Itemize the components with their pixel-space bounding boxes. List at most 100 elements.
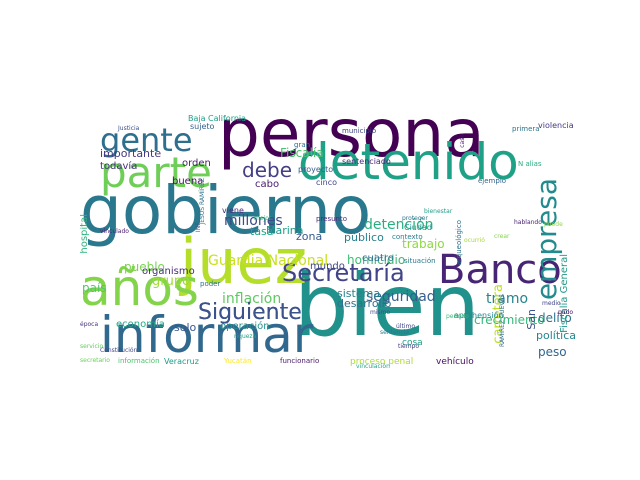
- cloud-word: San: [525, 309, 538, 330]
- cloud-word: Justicia: [118, 125, 140, 132]
- cloud-word: delito: [538, 311, 572, 325]
- cloud-word: información: [118, 357, 160, 365]
- cloud-word: Fiscalía General: [559, 254, 570, 333]
- cloud-word: violencia: [538, 121, 574, 130]
- cloud-word: seguridad: [366, 289, 436, 305]
- cloud-word: años: [80, 259, 199, 317]
- cloud-word: aprehensión: [454, 311, 504, 320]
- cloud-word: orden: [182, 158, 211, 169]
- cloud-word: caso: [459, 134, 466, 148]
- cloud-word: peso: [538, 345, 567, 359]
- cloud-word: detenido: [298, 133, 519, 191]
- cloud-word: sistema: [337, 287, 381, 300]
- cloud-word: hablando: [514, 219, 542, 226]
- cloud-word: homicidio: [347, 253, 406, 267]
- cloud-word: cinco: [316, 178, 337, 187]
- cloud-word: JESÚS RAMÍREZ: [199, 178, 206, 225]
- cloud-word: tramo: [486, 291, 529, 307]
- cloud-word: economía: [116, 319, 165, 330]
- cloud-word: ocurrió: [464, 237, 485, 244]
- cloud-word: cosa: [402, 338, 423, 348]
- cloud-word: pudo: [558, 309, 574, 316]
- cloud-word: tiempo: [398, 343, 420, 350]
- cloud-word: vinculación: [356, 363, 390, 369]
- cloud-word: inflación: [222, 291, 282, 307]
- cloud-word: Yucatán: [224, 357, 252, 365]
- cloud-word: crecimiento: [474, 313, 545, 327]
- cloud-word: época: [80, 321, 99, 328]
- cloud-word: cabo: [255, 179, 280, 190]
- cloud-word: buena: [172, 176, 204, 187]
- cloud-word: contexto: [392, 233, 423, 241]
- cloud-word: medio: [542, 300, 561, 307]
- cloud-word: proyecto: [298, 165, 334, 174]
- cloud-word: proteger: [402, 215, 428, 222]
- cloud-word: secretario: [80, 357, 110, 364]
- cloud-word: público: [344, 231, 384, 244]
- cloud-word: zona: [296, 230, 323, 243]
- cloud-word: hospital: [80, 214, 90, 254]
- cloud-word: tasa: [250, 225, 274, 238]
- cloud-word: pueblo: [124, 260, 165, 274]
- cloud-word: Siguiente: [198, 300, 302, 325]
- cloud-word: grupo: [152, 274, 191, 289]
- cloud-word: mejor: [254, 215, 272, 222]
- cloud-word: N alias: [518, 160, 542, 168]
- cloud-word: INE: [195, 222, 202, 233]
- cloud-word: Banco: [438, 247, 562, 293]
- cloud-word: primera: [512, 125, 540, 133]
- cloud-word: millones: [224, 213, 283, 229]
- cloud-word: Secretaría: [282, 259, 405, 287]
- cloud-word: Marina: [266, 224, 304, 237]
- cloud-word: país: [82, 281, 107, 295]
- cloud-word: todavía: [100, 161, 138, 172]
- cloud-word: organismo: [142, 266, 195, 277]
- cloud-word: solo: [174, 321, 197, 334]
- cloud-word: Constitución: [100, 347, 138, 354]
- cloud-word: empresa: [530, 178, 563, 301]
- cloud-word: Baja California: [188, 114, 247, 123]
- cloud-word: RAMÍREZ CUEVAS: [499, 294, 506, 347]
- cloud-word: municipio: [342, 127, 377, 135]
- cloud-word: vehículo: [436, 357, 474, 367]
- cloud-word: mismo: [370, 309, 391, 316]
- cloud-word: viene: [222, 206, 244, 215]
- cloud-word: puede: [544, 221, 563, 228]
- cloud-word: mundo: [310, 261, 345, 272]
- cloud-word: política: [536, 329, 575, 342]
- cloud-word: poder: [200, 280, 221, 288]
- cloud-word: Ciudad: [404, 223, 432, 232]
- cloud-word: Siguiente: [198, 300, 302, 325]
- cloud-word: gran: [294, 141, 311, 149]
- cloud-word: sujeto: [190, 122, 215, 131]
- cloud-word: Veracruz: [164, 357, 199, 366]
- cloud-word: debe: [242, 158, 292, 182]
- cloud-word: sentenciado: [342, 157, 391, 166]
- cloud-word: servicio: [80, 343, 104, 350]
- cloud-word: juez: [180, 225, 308, 298]
- cloud-word: riqueza: [234, 333, 257, 340]
- cloud-word: Fiscalía: [280, 146, 324, 160]
- cloud-word: situación: [404, 257, 436, 265]
- cloud-word: detención: [364, 217, 434, 233]
- cloud-word: trabajo: [402, 237, 445, 251]
- cloud-word: gobierno: [80, 172, 372, 249]
- cloud-word: funcionario: [280, 357, 320, 365]
- cloud-word: Guardia Nacional: [208, 253, 329, 269]
- cloud-word: cuatro: [362, 253, 394, 264]
- cloud-word: importante: [100, 147, 162, 160]
- cloud-word: desarrollo: [337, 297, 392, 310]
- cloud-word: sentencia: [380, 329, 410, 336]
- cloud-word: último: [396, 323, 416, 330]
- cloud-word: crear: [494, 233, 510, 240]
- cloud-word: vinculado: [100, 228, 129, 235]
- cloud-word: parte: [100, 148, 212, 197]
- cloud-word: operación: [220, 321, 270, 332]
- cloud-word: bien: [294, 256, 480, 356]
- cloud-word: proceso penal: [350, 357, 414, 367]
- cloud-word: periodo: [446, 313, 469, 320]
- word-cloud: persona gobierno bien informar juez años Banco…: [80, 114, 575, 368]
- cloud-word: presunto: [316, 215, 348, 223]
- cloud-word: arqueológico: [455, 220, 463, 266]
- cloud-word: gente: [100, 121, 193, 159]
